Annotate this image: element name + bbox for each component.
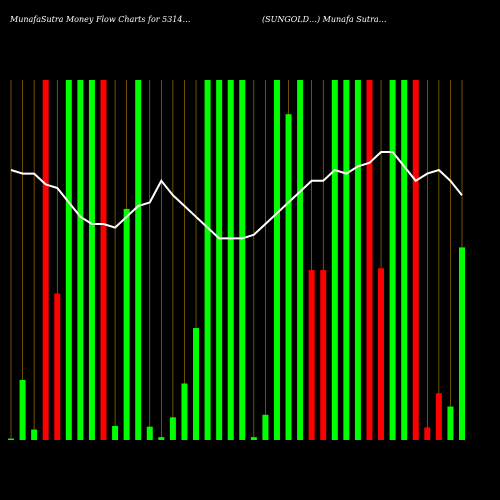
bar-9 [100,80,107,440]
bar-5 [54,293,61,440]
bar-14 [158,437,165,440]
bar-2 [19,379,26,440]
bar-21 [239,80,246,440]
bar-25 [285,114,292,440]
bar-30 [343,80,350,440]
bar-23 [262,414,269,440]
bar-40 [459,247,465,440]
bar-34 [389,80,396,440]
bar-3 [31,429,38,440]
bar-7 [77,80,84,440]
bar-13 [146,426,153,440]
money-flow-line [10,151,463,240]
bar-20 [227,80,234,440]
bar-6 [65,80,72,440]
bar-38 [435,393,442,440]
bar-31 [354,80,361,440]
bar-19 [216,80,223,440]
bar-28 [320,270,327,440]
bar-1 [8,438,14,440]
bar-27 [308,270,315,440]
bar-26 [297,80,304,440]
bar-4 [42,80,49,440]
bar-29 [331,80,338,440]
bar-32 [366,80,373,440]
bar-35 [401,80,408,440]
chart-title-left: MunafaSutra Money Flow Charts for 5314… [9,15,191,24]
bar-24 [273,80,280,440]
bar-18 [204,80,211,440]
bar-11 [123,208,130,440]
bar-10 [112,425,119,440]
bar-17 [193,328,200,440]
bar-12 [135,80,142,440]
bar-33 [378,268,385,440]
chart-title-right: (SUNGOLD…) Munafa Sutra… [262,15,387,24]
bar-15 [169,417,176,440]
bar-8 [88,80,95,440]
bar-22 [250,437,257,440]
bar-36 [412,80,419,440]
bars [8,80,465,440]
bar-16 [181,383,188,440]
bar-39 [447,406,454,440]
bar-37 [424,427,431,440]
